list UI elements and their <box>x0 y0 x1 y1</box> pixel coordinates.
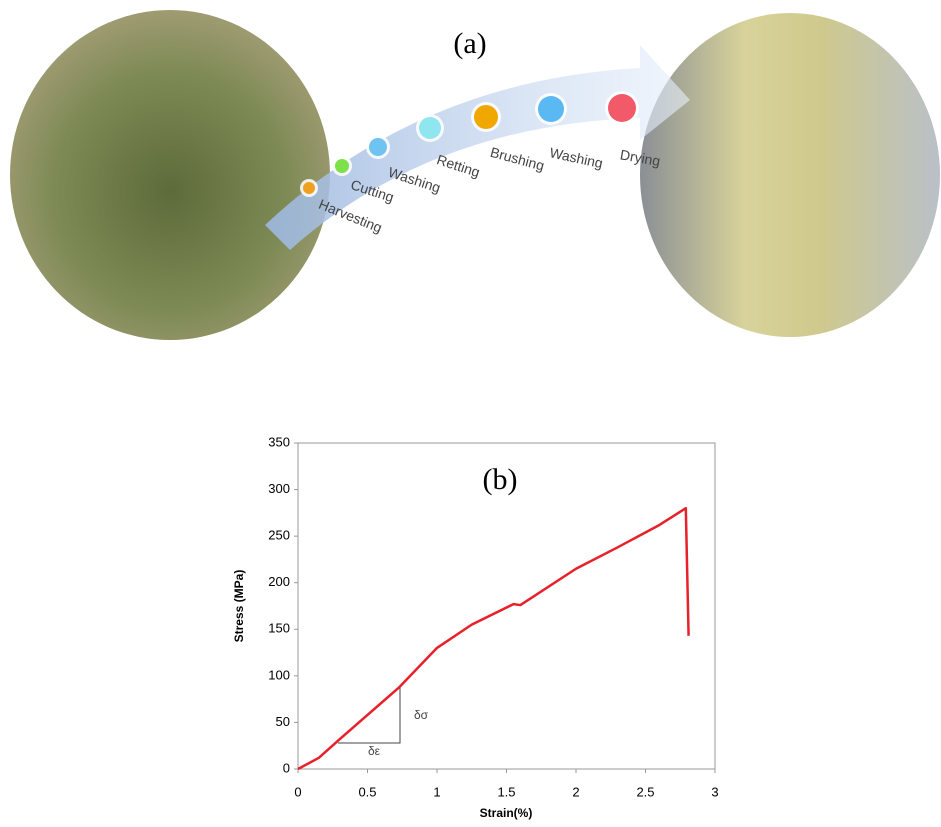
annotation: δε <box>368 744 381 758</box>
step-dot <box>303 182 315 194</box>
y-tick-label: 150 <box>268 621 290 636</box>
y-tick-label: 100 <box>268 667 290 682</box>
step-dot <box>419 117 441 139</box>
step-label: Washing <box>548 144 604 171</box>
figure: (a) HarvestingCuttingWashingRettingBrush… <box>0 0 941 827</box>
fiber-photo <box>640 13 940 337</box>
y-tick-label: 350 <box>268 434 290 449</box>
panel-label: (b) <box>483 463 518 496</box>
panel-label: (a) <box>453 27 486 60</box>
x-tick-label: 2.5 <box>636 784 654 799</box>
x-tick-label: 0.5 <box>358 784 376 799</box>
step-dot <box>538 96 564 122</box>
x-tick-label: 3 <box>711 784 718 799</box>
y-axis-label: Stress (MPa) <box>232 570 246 643</box>
y-tick-label: 200 <box>268 574 290 589</box>
x-tick-label: 1 <box>433 784 440 799</box>
step-label: Brushing <box>489 144 547 174</box>
step-label: Retting <box>435 151 482 180</box>
y-tick-label: 0 <box>283 760 290 775</box>
chart: (b) Strain(%) Stress (MPa) δσ δε 0 50 100 1… <box>232 434 718 820</box>
step-dot <box>474 105 498 129</box>
annotation: δσ <box>414 708 429 722</box>
x-axis-label: Strain(%) <box>480 806 533 820</box>
x-tick-label: 2 <box>572 784 579 799</box>
y-tick-label: 50 <box>276 714 290 729</box>
step-dot <box>335 159 349 173</box>
x-tick-label: 0 <box>294 784 301 799</box>
x-tick-label: 1.5 <box>497 784 515 799</box>
plant-photo <box>10 10 330 340</box>
y-tick-label: 300 <box>268 481 290 496</box>
y-tick-label: 250 <box>268 528 290 543</box>
step-dot <box>369 138 387 156</box>
stress-strain-line <box>298 508 689 769</box>
step-dot <box>608 94 636 122</box>
